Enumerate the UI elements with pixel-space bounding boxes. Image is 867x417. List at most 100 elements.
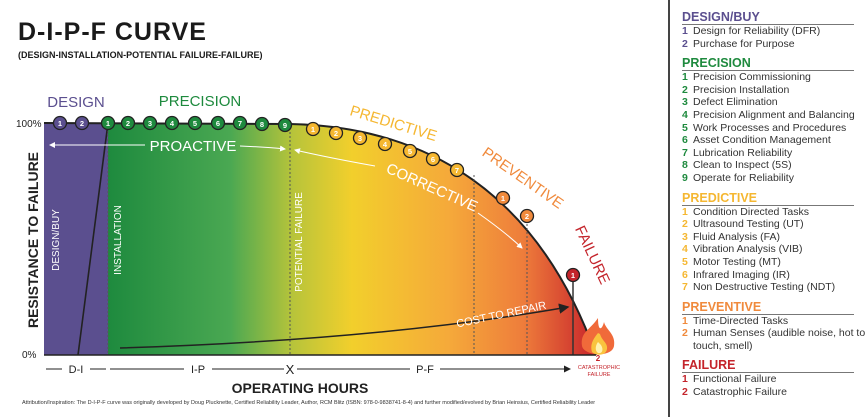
marker-number: 5 — [193, 119, 197, 128]
precision-marker-5: 5 — [187, 115, 203, 131]
catastrophic-label-2: FAILURE — [588, 372, 611, 378]
page-title: D-I-P-F CURVE — [18, 18, 207, 46]
legend-heading: FAILURE — [682, 358, 854, 374]
legend-item-number: 1 — [682, 25, 688, 37]
legend-item-number: 1 — [682, 373, 688, 386]
predictive-marker-7: 7 — [449, 162, 465, 178]
vertical-label-potential-failure: POTENTIAL FAILURE — [294, 192, 305, 292]
legend-item-number: 5 — [682, 255, 688, 268]
legend-panel: DESIGN/BUY 1 Design for Reliability (DFR) 2… — [668, 0, 867, 417]
legend-item: 3 Fluid Analysis (FA) — [682, 231, 867, 244]
legend-item-label: Precision Installation — [693, 83, 790, 96]
marker-number: 1 — [501, 194, 505, 203]
legend-item-label: Condition Directed Tasks — [693, 205, 809, 218]
marker-circle — [210, 115, 226, 131]
predictive-marker-3: 3 — [352, 130, 368, 146]
di-interval-label: D-I — [69, 364, 84, 376]
legend-item: 4 Precision Alignment and Balancing — [682, 109, 867, 122]
legend-item: 9 Operate for Reliability — [682, 172, 867, 185]
marker-number: 4 — [383, 140, 388, 149]
design-marker-1: 1 — [52, 115, 68, 131]
legend-item-label: Design for Reliability (DFR) — [693, 25, 821, 37]
precision-marker-9: 9 — [277, 117, 293, 133]
marker-circle — [120, 115, 136, 131]
marker-circle — [377, 136, 393, 152]
predictive-marker-5: 5 — [402, 143, 418, 159]
legend-item: 7 Lubrication Reliability — [682, 147, 867, 160]
design-marker-2: 2 — [74, 115, 90, 131]
design-zone — [44, 123, 108, 355]
marker-number: 6 — [216, 119, 220, 128]
marker-circle — [425, 151, 441, 167]
proactive-arrow-right — [239, 145, 286, 152]
legend-item-label: Defect Elimination — [693, 96, 778, 109]
legend-item-label: Motor Testing (MT) — [693, 255, 781, 268]
legend-item-number: 9 — [682, 171, 688, 184]
corrective-arrow-right — [477, 212, 523, 249]
page-subtitle: (DESIGN-INSTALLATION-POTENTIAL FAILURE-F… — [18, 50, 263, 60]
marker-number: 6 — [431, 155, 435, 164]
legend-item-label: Lubrication Reliability — [693, 146, 793, 159]
legend-item-number: 5 — [682, 121, 688, 134]
marker-number: 1 — [311, 125, 315, 134]
predictive-marker-6: 6 — [425, 151, 441, 167]
marker-number: 7 — [455, 166, 459, 175]
predictive-marker-1: 1 — [305, 121, 321, 137]
legend-item-label: Catastrophic Failure — [693, 386, 787, 399]
legend-item-number: 3 — [682, 96, 688, 109]
marker-number: 1 — [571, 271, 575, 280]
preventive-marker-1: 1 — [495, 190, 511, 206]
marker-number: 3 — [148, 119, 152, 128]
marker-circle — [519, 208, 535, 224]
marker-circle — [100, 115, 116, 131]
legend-item: 5 Motor Testing (MT) — [682, 256, 867, 269]
legend-item-label: Clean to Inspect (5S) — [693, 159, 792, 172]
legend-item: 3 Defect Elimination — [682, 96, 867, 109]
curve-fill — [108, 123, 596, 355]
proactive-label: PROACTIVE — [150, 138, 237, 155]
marker-circle — [142, 115, 158, 131]
legend-item: 7 Non Destructive Testing (NDT) — [682, 281, 867, 294]
marker-number: 2 — [525, 212, 529, 221]
legend-item-label: Vibration Analysis (VIB) — [693, 243, 803, 256]
legend-item-label: Functional Failure — [693, 373, 777, 386]
marker-circle — [277, 117, 293, 133]
legend-item-label: Operate for Reliability — [693, 171, 794, 184]
flame-icon — [581, 318, 615, 355]
legend-item-number: 3 — [682, 230, 688, 243]
legend-item-number: 7 — [682, 146, 688, 159]
marker-number: 2 — [126, 119, 130, 128]
legend-item-label: Purchase for Purpose — [693, 37, 795, 50]
marker-number: 2 — [80, 119, 84, 128]
design-line — [77, 122, 109, 356]
legend-item: 2 Catastrophic Failure — [682, 386, 867, 399]
marker-number: 1 — [58, 119, 62, 128]
marker-number: 4 — [170, 119, 175, 128]
legend-item-number: 2 — [682, 218, 688, 231]
marker-circle — [352, 130, 368, 146]
failure-marker-1: 1 — [565, 267, 581, 283]
legend-item-number: 1 — [682, 314, 688, 327]
marker-number: 9 — [283, 121, 287, 130]
vertical-label-installation: INSTALLATION — [113, 205, 124, 275]
cost-to-repair-arrow — [119, 303, 570, 349]
precision-marker-2: 2 — [120, 115, 136, 131]
attribution-text: Attribution/Inspiration: The D-I-P-F cur… — [22, 400, 596, 406]
marker-circle — [495, 190, 511, 206]
marker-number: 8 — [260, 120, 264, 129]
y-bottom-label: 0% — [22, 350, 37, 361]
legend-item-number: 1 — [682, 205, 688, 218]
catastrophic-label-1: CATASTROPHIC — [578, 365, 620, 371]
pf-interval-label: P-F — [416, 364, 434, 376]
legend-item: 1 Functional Failure — [682, 373, 867, 386]
marker-circle — [164, 115, 180, 131]
marker-circle — [254, 116, 270, 132]
marker-circle — [305, 121, 321, 137]
legend-item-number: 4 — [682, 108, 688, 121]
marker-circle — [402, 143, 418, 159]
marker-circle — [232, 115, 248, 131]
legend-item: 2 Human Senses (audible noise, hot to tou… — [682, 327, 867, 352]
predictive-marker-2: 2 — [328, 125, 344, 141]
legend-item: 1 Time-Directed Tasks — [682, 315, 867, 328]
legend-item-number: 1 — [682, 71, 688, 84]
